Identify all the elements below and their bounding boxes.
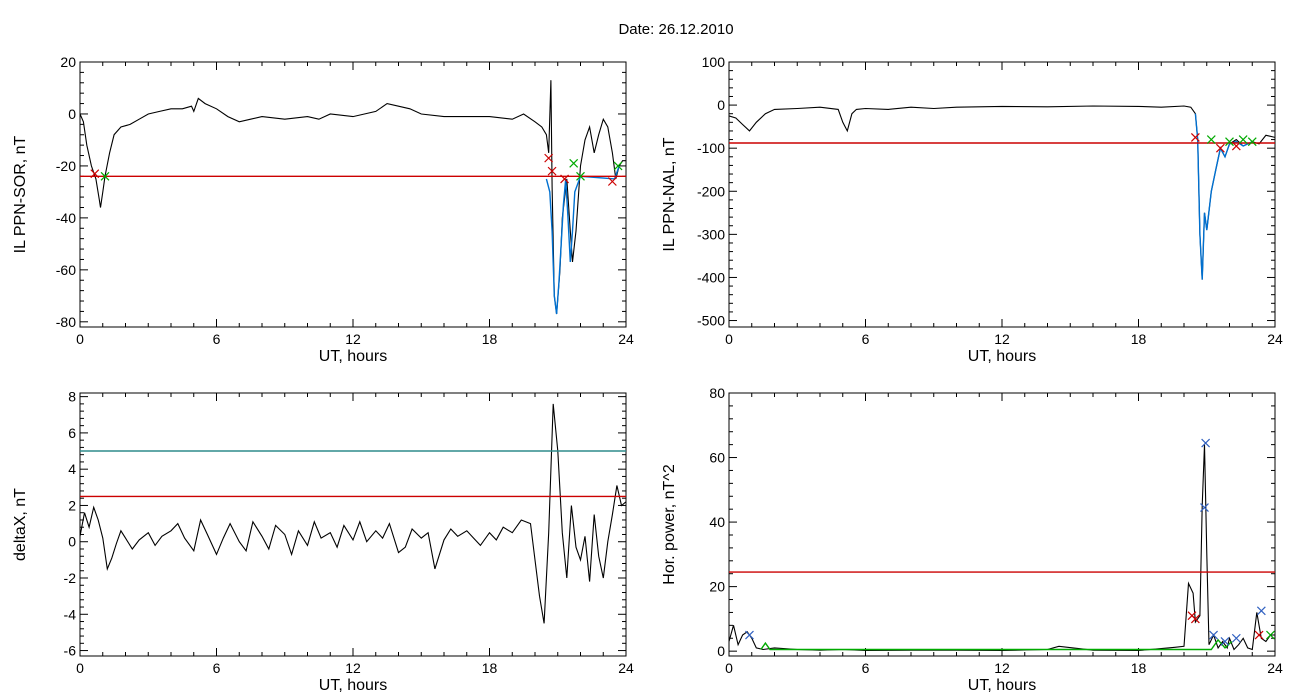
x-tick-label: 18	[482, 331, 498, 347]
x-tick-label: 6	[862, 660, 870, 676]
y-tick-label: 60	[709, 450, 725, 466]
y-tick-label: 0	[68, 534, 76, 550]
y-tick-label: -4	[64, 606, 77, 622]
x-marker	[1190, 614, 1200, 624]
plot-frame	[728, 61, 1276, 328]
x-marker	[1238, 135, 1248, 144]
y-tick-label: -80	[56, 314, 76, 330]
x-marker	[1225, 137, 1234, 147]
x-marker	[1256, 606, 1266, 616]
x-marker	[1190, 132, 1200, 142]
x-axis-label: UT, hours	[968, 677, 1036, 694]
y-tick-label: -60	[56, 262, 76, 278]
x-tick-label: 6	[213, 660, 221, 676]
x-axis-label: UT, hours	[319, 348, 387, 365]
series-line-0	[729, 444, 1275, 652]
x-marker	[1247, 137, 1257, 147]
y-tick-label: 20	[60, 54, 76, 70]
y-tick-label: 0	[717, 97, 725, 113]
x-marker	[547, 166, 557, 176]
x-marker	[745, 630, 754, 640]
y-tick-label: -400	[697, 269, 725, 285]
y-tick-label: 8	[68, 389, 76, 405]
y-tick-label: -500	[697, 313, 725, 329]
series-line-1	[545, 165, 620, 315]
x-tick-label: 12	[994, 331, 1010, 347]
y-tick-label: -200	[697, 183, 725, 199]
y-tick-label: 4	[68, 461, 76, 477]
x-marker	[1200, 503, 1209, 512]
series-line-1	[760, 638, 1233, 651]
series-line-0	[729, 105, 1275, 280]
y-tick-label: 20	[709, 579, 725, 595]
y-tick-label: 80	[709, 385, 725, 401]
x-marker	[1201, 438, 1211, 448]
y-tick-label: 0	[717, 643, 725, 659]
x-marker	[1209, 630, 1218, 640]
x-marker	[1231, 633, 1241, 643]
x-tick-label: 18	[482, 660, 498, 676]
x-tick-label: 24	[618, 331, 634, 347]
x-tick-label: 0	[725, 660, 733, 676]
x-marker	[1254, 630, 1264, 640]
series-line-0	[80, 403, 626, 624]
y-axis-label: IL PPN-SOR, nT	[12, 135, 29, 253]
y-tick-label: 2	[68, 497, 76, 513]
x-tick-label: 18	[1131, 660, 1147, 676]
y-tick-label: -300	[697, 226, 725, 242]
series-line-1	[1194, 113, 1253, 280]
plot-frame	[79, 61, 627, 328]
panel-il-ppn-sor: 0 6 12 18 24 -80 -60 -40 -20 0 20 UT, hours IL PPN-S…	[12, 54, 634, 365]
x-marker	[576, 171, 585, 181]
x-marker	[613, 161, 623, 171]
y-tick-label: -40	[56, 210, 76, 226]
y-tick-label: 40	[709, 514, 725, 530]
x-marker	[1220, 637, 1230, 646]
x-marker	[1215, 143, 1225, 153]
y-axis-label: deltaX, nT	[12, 488, 29, 561]
y-tick-label: -2	[64, 570, 77, 586]
x-axis-label: UT, hours	[319, 677, 387, 694]
y-tick-label: -6	[64, 643, 77, 659]
y-tick-label: 0	[68, 106, 76, 122]
panel-il-ppn-nal: 0 6 12 18 24 -500 -400 -300 -200 -100 0 100 UT, hour…	[661, 54, 1283, 365]
y-axis-label: IL PPN-NAL, nT	[661, 137, 678, 251]
y-tick-label: -100	[697, 140, 725, 156]
x-marker	[544, 153, 554, 163]
x-marker	[1206, 135, 1216, 144]
x-marker	[560, 174, 569, 184]
x-tick-label: 6	[213, 331, 221, 347]
x-marker	[100, 171, 110, 181]
x-tick-label: 24	[1267, 660, 1283, 676]
x-tick-label: 24	[618, 660, 634, 676]
y-tick-label: 100	[702, 54, 726, 70]
x-marker	[569, 158, 579, 168]
x-marker	[1266, 630, 1275, 640]
y-tick-label: -20	[56, 158, 76, 174]
x-tick-label: 0	[76, 331, 84, 347]
x-marker	[607, 177, 617, 186]
x-tick-label: 12	[345, 660, 361, 676]
x-marker	[90, 169, 100, 179]
x-tick-label: 6	[862, 331, 870, 347]
y-axis-label: Hor. power, nT^2	[661, 464, 678, 585]
figure-title: Date: 26.12.2010	[618, 21, 733, 38]
x-axis-label: UT, hours	[968, 348, 1036, 365]
x-tick-label: 12	[994, 660, 1010, 676]
x-tick-label: 12	[345, 331, 361, 347]
y-tick-label: 6	[68, 425, 76, 441]
panel-hor-power: 0 6 12 18 24 0 20 40 60 80 UT, hours Hor. power, nT…	[661, 385, 1283, 694]
x-tick-label: 0	[725, 331, 733, 347]
x-tick-label: 24	[1267, 331, 1283, 347]
x-tick-label: 0	[76, 660, 84, 676]
x-tick-label: 18	[1131, 331, 1147, 347]
series-line-0	[80, 80, 626, 315]
